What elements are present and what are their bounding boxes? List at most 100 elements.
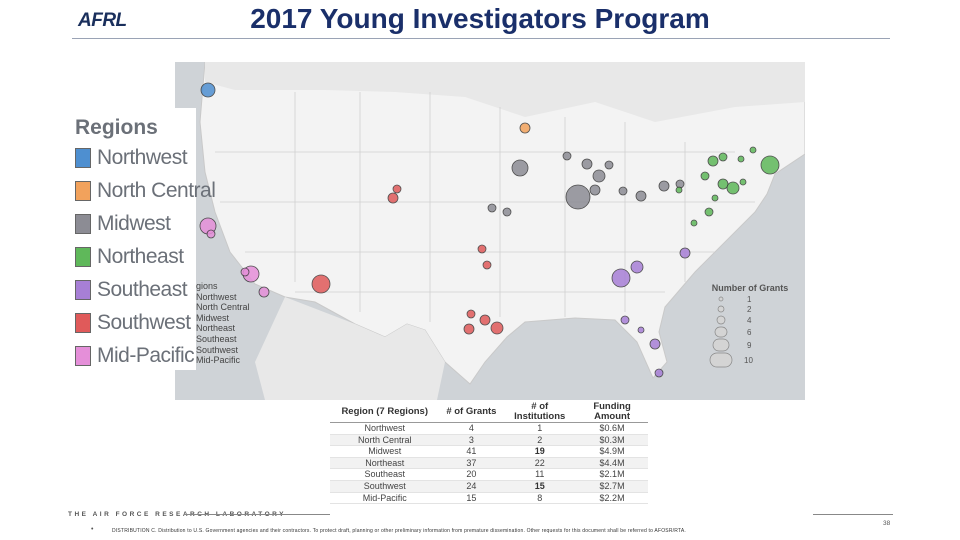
bubble-northeast: [717, 178, 729, 190]
bubble-southeast: [637, 326, 645, 334]
bubble-southeast: [611, 268, 631, 288]
region-legend-title: Regions: [75, 116, 158, 139]
map-inner-legend-item: Northeast: [196, 323, 236, 334]
legend-swatch: [75, 346, 91, 366]
legend-item-southeast: Southeast: [75, 278, 188, 302]
table-cell: Midwest: [330, 445, 440, 458]
bubble-southwest: [477, 244, 487, 254]
legend-label: Mid-Pacific: [97, 344, 195, 367]
bubble-northeast: [675, 186, 683, 194]
table-cell: 11: [503, 468, 577, 481]
table-cell: Northeast: [330, 457, 440, 470]
table-cell: 15: [503, 480, 577, 493]
size-glyph-9: [712, 338, 730, 352]
table-row: Northwest 4 1 $0.6M: [330, 422, 648, 435]
bubble-southeast: [654, 368, 664, 378]
map-inner-legend-item: Mid-Pacific: [196, 355, 241, 366]
footer-bullet: •: [91, 526, 94, 533]
table-cell: 2: [503, 434, 577, 447]
table-cell: North Central: [330, 434, 440, 447]
table-cell: 19: [503, 445, 577, 458]
title-divider: [72, 38, 890, 39]
us-landmass: [199, 62, 805, 385]
table-cell: $4.4M: [576, 457, 648, 470]
column-header-grants: # of Grants: [439, 402, 504, 423]
legend-label: Southeast: [97, 278, 188, 301]
column-header-funding: Funding Amount: [576, 402, 648, 423]
bubble-northeast: [718, 152, 728, 162]
grant-size-legend: Number of Grants 1 2 4 6 9 10: [705, 283, 795, 380]
size-label-9: 9: [747, 341, 752, 350]
size-label-10: 10: [744, 356, 753, 365]
bubble-southwest: [482, 260, 492, 270]
table-cell: $0.6M: [576, 422, 648, 435]
column-header-institutions: # of Institutions: [503, 402, 577, 423]
bubble-southwest: [463, 323, 475, 335]
legend-swatch: [75, 148, 91, 168]
bubble-midwest: [635, 190, 647, 202]
map-inner-legend-item: Southeast: [196, 333, 237, 344]
size-legend-glyphs: 1 2 4 6 9 10: [709, 295, 753, 368]
legend-swatch: [75, 181, 91, 201]
bubble-northeast: [704, 207, 714, 217]
map-inner-legend-item: Southwest: [196, 344, 239, 355]
table-cell: $2.1M: [576, 468, 648, 481]
bubble-southwest: [490, 321, 504, 335]
table-row: Mid-Pacific 15 8 $2.2M: [330, 492, 648, 505]
map-inner-legend-title: gions: [196, 281, 218, 291]
table-cell: Southwest: [330, 480, 440, 493]
bubble-northeast: [737, 155, 745, 163]
map-inner-legend-item: Midwest: [196, 312, 230, 323]
bubble-midwest: [487, 203, 497, 213]
size-glyph-10: [709, 352, 733, 368]
table-cell: 15: [439, 492, 504, 505]
bubble-midwest: [562, 151, 572, 161]
bubble-southeast: [630, 260, 644, 274]
bubble-northwest: [200, 82, 216, 98]
table-cell: 20: [439, 468, 504, 481]
size-glyph-1: [718, 296, 724, 302]
table-cell: 24: [439, 480, 504, 493]
page-number: 38: [883, 520, 891, 527]
footer-divider: [813, 514, 893, 515]
table-cell: Southeast: [330, 468, 440, 481]
legend-swatch: [75, 280, 91, 300]
map-inner-legend-item: North Central: [196, 302, 250, 313]
bubble-mid-pacific: [258, 286, 270, 298]
bubble-northeast: [760, 155, 780, 175]
bubble-midwest: [658, 180, 670, 192]
slide-title: 2017 Young Investigators Program: [250, 3, 710, 34]
legend-swatch: [75, 214, 91, 234]
table-cell: $4.9M: [576, 445, 648, 458]
table-cell: $2.7M: [576, 480, 648, 493]
table-row: Midwest 41 19 $4.9M: [330, 445, 648, 458]
bubble-mid-pacific: [240, 267, 250, 277]
bubble-northeast: [739, 178, 747, 186]
bubble-midwest: [581, 158, 593, 170]
mexico-landmass: [255, 297, 445, 400]
bubble-northeast: [690, 219, 698, 227]
table-row: North Central 3 2 $0.3M: [330, 434, 648, 447]
bubble-north-central: [519, 122, 531, 134]
map-inner-legend-item: Northwest: [196, 291, 237, 302]
size-label-6: 6: [747, 328, 752, 337]
table-cell: 41: [439, 445, 504, 458]
table-cell: Northwest: [330, 422, 440, 435]
table-header-row: Region (7 Regions) # of Grants # of Inst…: [330, 402, 648, 423]
bubble-midwest: [589, 184, 601, 196]
size-legend-title: Number of Grants: [711, 283, 789, 293]
size-label-1: 1: [747, 295, 752, 304]
grants-summary-table: Region (7 Regions) # of Grants # of Inst…: [330, 402, 648, 505]
bubble-southeast: [620, 315, 630, 325]
footer-divider: [184, 514, 330, 515]
table-row: Northeast 37 22 $4.4M: [330, 457, 648, 470]
bubble-mid-pacific: [206, 229, 216, 239]
bubble-southwest: [311, 274, 331, 294]
table-row: Southeast 20 11 $2.1M: [330, 468, 648, 481]
legend-label: Northeast: [97, 245, 184, 268]
state-borders: [215, 92, 755, 322]
legend-label: Northwest: [97, 146, 188, 169]
table-cell: 22: [503, 457, 577, 470]
bubble-southwest: [392, 184, 402, 194]
bubble-northeast: [749, 146, 757, 154]
